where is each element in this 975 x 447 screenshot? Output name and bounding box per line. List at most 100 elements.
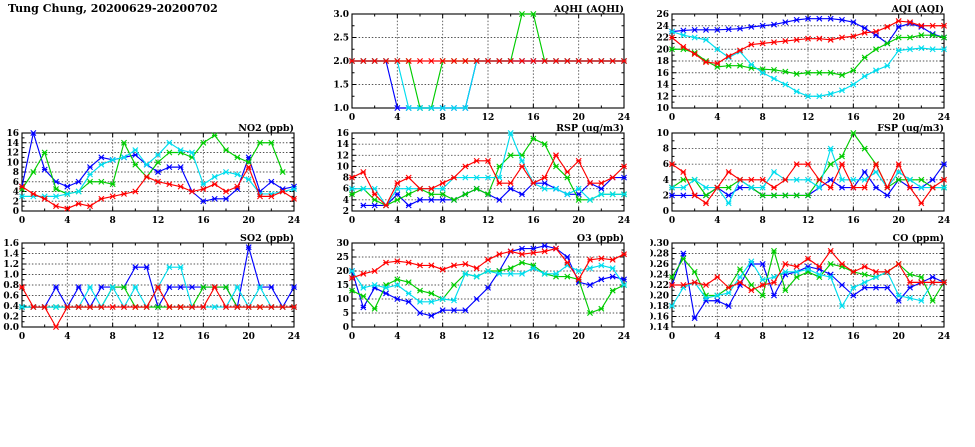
gridlines [352, 243, 624, 327]
data-point-marker [132, 147, 139, 154]
data-point-marker [541, 141, 548, 148]
data-point-marker [782, 68, 789, 75]
y-tick-label: 0.4 [3, 302, 19, 312]
data-point-marker [53, 186, 59, 193]
data-point-marker [714, 297, 721, 304]
data-point-marker [223, 188, 229, 195]
data-point-marker [64, 190, 71, 197]
data-point-marker [748, 184, 755, 191]
data-point-marker [234, 284, 241, 291]
data-point-marker [473, 58, 480, 64]
data-point-marker [451, 297, 457, 304]
x-tick-label: 8 [440, 113, 446, 123]
y-tick-label: 4 [663, 176, 669, 186]
data-point-marker [827, 274, 834, 281]
data-point-marker [669, 184, 675, 191]
data-point-marker [941, 22, 947, 29]
series-day3 [19, 139, 297, 200]
data-point-marker [109, 193, 116, 200]
y-tick-label: 12 [336, 151, 349, 161]
data-point-marker [19, 284, 25, 291]
data-point-marker [360, 58, 367, 64]
data-point-marker [234, 171, 241, 178]
data-point-marker [451, 174, 457, 181]
data-point-marker [748, 282, 755, 288]
data-point-marker [941, 279, 947, 286]
data-point-marker [918, 184, 925, 191]
data-point-marker [714, 60, 721, 67]
x-tick-label: 8 [440, 332, 446, 342]
y-tick-label: 2 [663, 191, 669, 201]
data-point-marker [75, 188, 82, 195]
data-point-marker [575, 268, 582, 274]
data-point-marker [462, 163, 469, 170]
data-point-marker [839, 87, 845, 94]
series-day4 [669, 247, 947, 294]
data-point-marker [669, 282, 675, 288]
data-point-marker [782, 81, 789, 88]
y-tick-label: 10 [656, 129, 669, 139]
data-point-marker [417, 196, 423, 203]
series-day4 [669, 161, 947, 207]
data-point-marker [87, 178, 93, 185]
data-point-marker [405, 105, 412, 111]
data-point-marker [473, 174, 480, 181]
data-point-marker [725, 284, 732, 291]
data-point-marker [941, 46, 947, 53]
data-point-marker [703, 282, 709, 288]
data-point-marker [621, 282, 627, 288]
data-point-marker [371, 191, 378, 198]
data-point-marker [291, 186, 297, 193]
gridlines [672, 133, 944, 211]
data-point-marker [200, 139, 207, 146]
data-point-marker [609, 256, 616, 263]
data-point-marker [598, 58, 605, 64]
x-axis: 0 4 8 12 16 20 24 [669, 243, 950, 342]
data-point-marker [200, 304, 207, 311]
data-point-marker [87, 171, 93, 178]
y-tick-label: 10 [656, 104, 669, 114]
data-point-marker [257, 139, 263, 146]
data-point-marker [496, 180, 503, 187]
y-tick-label: 10 [336, 162, 349, 172]
data-point-marker [827, 176, 834, 183]
data-point-marker [929, 279, 936, 286]
y-tick-label: 4 [13, 188, 19, 198]
data-point-marker [805, 263, 811, 270]
data-point-marker [394, 58, 401, 64]
data-point-marker [428, 312, 435, 319]
data-point-marker [793, 176, 800, 183]
data-point-marker [485, 284, 491, 291]
data-point-marker [714, 46, 721, 53]
data-point-marker [839, 161, 845, 168]
data-point-marker [189, 284, 195, 291]
data-point-marker [553, 270, 559, 277]
y-tick-label: 0.0 [3, 323, 19, 333]
data-point-marker [598, 305, 605, 312]
data-point-marker [245, 304, 252, 311]
data-point-marker [200, 284, 207, 291]
data-point-marker [805, 15, 811, 22]
data-point-marker [793, 263, 800, 270]
data-point-marker [349, 58, 355, 64]
data-point-marker [41, 195, 48, 202]
data-point-marker [873, 184, 879, 191]
data-point-marker [793, 268, 800, 275]
data-point-marker [428, 185, 435, 192]
y-tick-label: 25 [336, 253, 349, 263]
data-point-marker [507, 180, 514, 187]
x-axis: 0 4 8 12 16 20 24 [19, 133, 300, 226]
data-point-marker [759, 261, 766, 267]
data-point-marker [691, 50, 698, 57]
data-point-marker [575, 185, 582, 192]
data-point-marker [462, 191, 469, 198]
data-point-marker [759, 22, 766, 29]
data-point-marker [462, 105, 469, 111]
data-point-marker [383, 284, 389, 291]
data-point-marker [405, 202, 412, 209]
data-point-marker [143, 304, 150, 311]
x-tick-label: 8 [110, 216, 116, 226]
x-tick-label: 12 [802, 216, 815, 226]
data-point-marker [166, 284, 173, 291]
series-day4 [19, 284, 297, 330]
